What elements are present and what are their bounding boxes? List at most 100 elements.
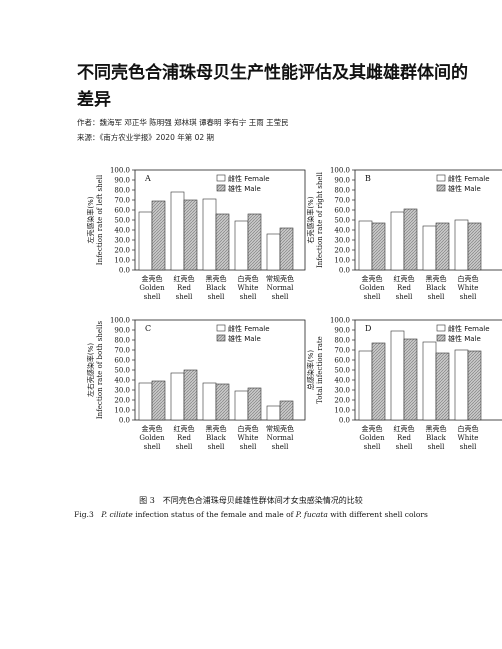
panel-c-ytick-label: 100.0 — [110, 317, 130, 325]
panel-c-ytick-label: 30.0 — [114, 387, 130, 395]
panel-a-xlabel-en1: Red — [177, 284, 191, 292]
panel-a-ytick-label: 0.0 — [119, 267, 130, 275]
panel-b-ytick-label: 100.0 — [330, 167, 350, 175]
panel-c-ytick-label: 10.0 — [114, 407, 130, 415]
panel-d-bar-female — [358, 350, 373, 421]
panel-b-xlabel-en1: Red — [397, 284, 411, 292]
panel-b-ylabel-en: Infection rate of right shell — [316, 171, 324, 268]
panel-c-bar-female — [138, 382, 153, 421]
panel-a-ylabel-en: Infection rate of left shell — [96, 174, 104, 265]
panel-b-xlabel-cn: 红壳色 — [394, 274, 415, 283]
panel-c-xlabel-cn: 金壳色 — [142, 424, 163, 433]
panel-b-ylabel-cn: 右壳感染率(%) — [306, 196, 315, 243]
panel-d-xlabel-en1: Red — [397, 434, 411, 442]
panel-a-legend-female-label: 雌性 Female — [228, 174, 270, 183]
panel-d-xlabel-cn: 红壳色 — [394, 424, 415, 433]
panel-d-ytick-label: 0.0 — [339, 417, 350, 425]
panel-d-xlabel-en2: shell — [460, 443, 477, 451]
panel-c-xlabel-cn: 常规壳色 — [266, 424, 294, 433]
figure-3: 0.0 10.0 20.0 30.0 40.0 50.0 60.0 70.0 80.0 90.0 1… — [75, 162, 502, 532]
panel-b-xlabel-en2: shell — [396, 293, 413, 301]
panel-d-xlabel-cn: 黑壳色 — [426, 424, 447, 433]
figure-caption-en: Fig.3 P. ciliate infection status of the… — [0, 509, 502, 520]
panel-b-legend-female-label: 雌性 Female — [448, 174, 490, 183]
panel-b-xlabel-en2: shell — [460, 293, 477, 301]
panel-c-xlabel-en2: shell — [144, 443, 161, 451]
panel-b-letter: B — [365, 174, 371, 183]
panel-d-ytick-label: 60.0 — [334, 357, 350, 365]
panel-a-ytick-label: 10.0 — [114, 257, 130, 265]
panel-d-ylabel-cn: 总感染率(%) — [306, 350, 315, 390]
article-source: 来源：《南方农业学报》2020 年第 02 期 — [77, 133, 215, 142]
panel-a-xlabel-cn: 金壳色 — [142, 274, 163, 283]
panel-c-xlabel-en1: Normal — [267, 434, 294, 442]
panel-a-xlabel-en1: Golden — [139, 284, 165, 292]
panel-c-bar-male — [183, 369, 198, 421]
panel-a-bar-male — [247, 213, 262, 271]
panel-d-ytick-label: 40.0 — [334, 377, 350, 385]
panel-c-ylabel-cn: 左右壳感染率(%) — [86, 343, 95, 397]
panel-c-xlabel-cn: 红壳色 — [174, 424, 195, 433]
panel-b-xlabel-en1: Golden — [359, 284, 385, 292]
panel-a-ytick-label: 40.0 — [114, 227, 130, 235]
caption-en-prefix: Fig.3 — [74, 510, 102, 519]
panel-d-legend-male-swatch — [436, 334, 446, 342]
panel-d-ylabel-en: Total infection rate — [316, 336, 324, 404]
panel-d-bar-female — [390, 330, 405, 421]
panel-d-xlabel-en1: Black — [426, 434, 446, 442]
panel-b-bar-male — [435, 222, 450, 271]
panel-a-xlabel-en2: shell — [176, 293, 193, 301]
panel-c-xlabel-cn: 白壳色 — [238, 424, 259, 433]
panel-c-legend-female-swatch — [216, 324, 226, 332]
panel-d-xlabel-en2: shell — [428, 443, 445, 451]
panel-a-ytick-label: 60.0 — [114, 207, 130, 215]
caption-en-suffix: with different shell colors — [327, 510, 428, 519]
panel-a-xlabel-en2: shell — [240, 293, 257, 301]
panel-a-legend-female-swatch — [216, 174, 226, 182]
panel-a-ytick-label: 100.0 — [110, 167, 130, 175]
panel-a-bar-male — [279, 227, 294, 271]
panel-a-xlabel-en2: shell — [272, 293, 289, 301]
panel-b-ytick-label: 90.0 — [334, 177, 350, 185]
panel-d-xlabel-en2: shell — [364, 443, 381, 451]
panel-c-xlabel-en2: shell — [208, 443, 225, 451]
panel-a-ytick-label: 50.0 — [114, 217, 130, 225]
panel-b-legend-male-swatch — [436, 184, 446, 192]
panel-b-ytick-label: 40.0 — [334, 227, 350, 235]
panel-a-letter: A — [144, 174, 151, 183]
panel-c-bar-male — [151, 380, 166, 421]
panel-d-xlabel-en1: White — [458, 434, 479, 442]
panel-a-ytick-label: 80.0 — [114, 187, 130, 195]
panel-d-bar-male — [435, 352, 450, 421]
panel-c-xlabel-cn: 黑壳色 — [206, 424, 227, 433]
panel-b-xlabel-en1: White — [458, 284, 479, 292]
panel-a-legend-male-swatch — [216, 184, 226, 192]
panel-d-ytick-label: 100.0 — [330, 317, 350, 325]
panel-a-bar-female — [202, 198, 217, 271]
panel-a-bar-female — [138, 211, 153, 271]
panel-a-xlabel-en2: shell — [144, 293, 161, 301]
panel-c-xlabel-en1: Golden — [139, 434, 165, 442]
panel-a-ylabel-cn: 左壳感染率(%) — [86, 196, 95, 243]
panel-a-xlabel-cn: 黑壳色 — [206, 274, 227, 283]
panel-c-bar-female — [170, 372, 185, 421]
article-authors: 作者：魏海军 邓正华 陈明强 郑林琪 谭春明 李有宁 王雨 王莹民 — [77, 118, 289, 127]
panel-b-ytick-label: 60.0 — [334, 207, 350, 215]
panel-b-ytick-label: 80.0 — [334, 187, 350, 195]
panel-a-ytick-label: 90.0 — [114, 177, 130, 185]
panel-d-ytick-label: 50.0 — [334, 367, 350, 375]
panel-c-ylabel-en: Infection rate of both shells — [96, 320, 104, 419]
panel-d-legend-female-label: 雌性 Female — [448, 324, 490, 333]
panel-c-letter: C — [145, 324, 151, 333]
panel-b-bar-male — [403, 208, 418, 271]
panel-c-xlabel-en1: Black — [206, 434, 226, 442]
panel-d-ytick-label: 20.0 — [334, 397, 350, 405]
panel-a-bar-female — [234, 220, 249, 271]
panel-d-ytick-label: 80.0 — [334, 337, 350, 345]
panel-c-ytick-label: 60.0 — [114, 357, 130, 365]
panel-d-bar-male — [371, 342, 386, 421]
panel-a-xlabel-cn: 红壳色 — [174, 274, 195, 283]
article-title: 不同壳色合浦珠母贝生产性能评估及其雌雄群体间的差异 — [77, 63, 468, 110]
panel-a-xlabel-en2: shell — [208, 293, 225, 301]
